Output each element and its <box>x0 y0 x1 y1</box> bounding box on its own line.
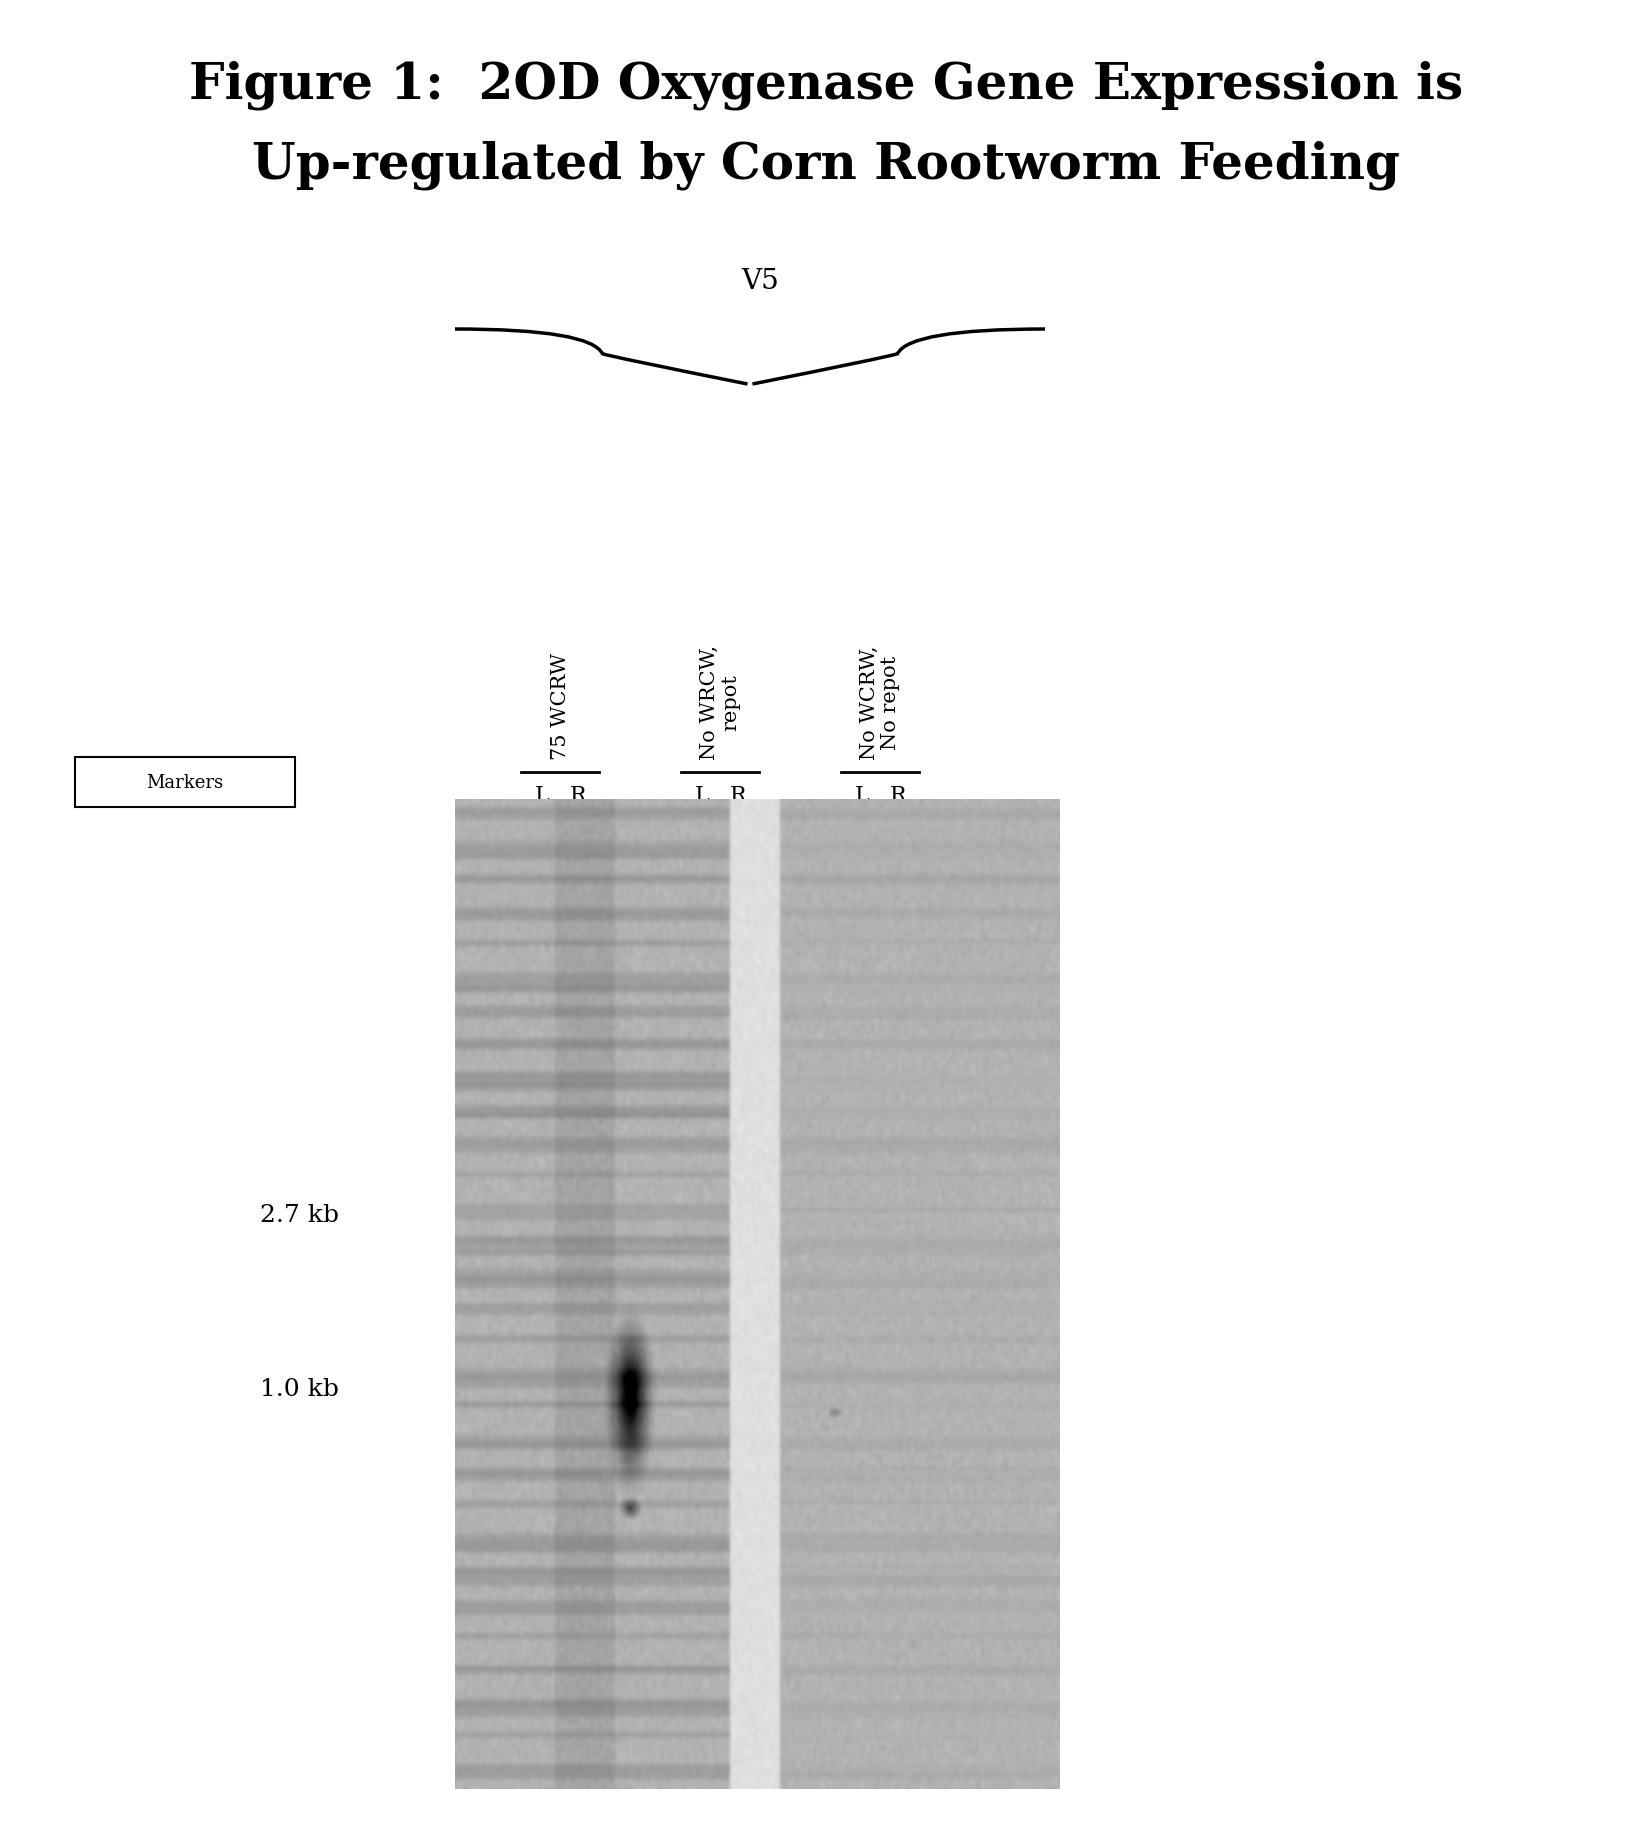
Text: R: R <box>890 784 907 806</box>
Text: 1.0 kb: 1.0 kb <box>259 1378 339 1401</box>
Text: Markers: Markers <box>147 773 223 791</box>
Text: Up-regulated by Corn Rootworm Feeding: Up-regulated by Corn Rootworm Feeding <box>253 141 1399 191</box>
Text: L: L <box>535 784 550 806</box>
Text: 2.7 kb: 2.7 kb <box>259 1204 339 1226</box>
Text: Figure 1:  2OD Oxygenase Gene Expression is: Figure 1: 2OD Oxygenase Gene Expression … <box>188 60 1464 110</box>
Text: R: R <box>570 784 586 806</box>
Bar <box>74 758 296 808</box>
Text: R: R <box>730 784 747 806</box>
Text: 75 WCRW: 75 WCRW <box>550 652 570 760</box>
Text: No WCRW,
No repot: No WCRW, No repot <box>859 645 900 760</box>
Text: L: L <box>854 784 869 806</box>
Text: No WRCW,
repot: No WRCW, repot <box>699 645 740 760</box>
Text: L: L <box>694 784 709 806</box>
Text: V5: V5 <box>742 267 778 295</box>
